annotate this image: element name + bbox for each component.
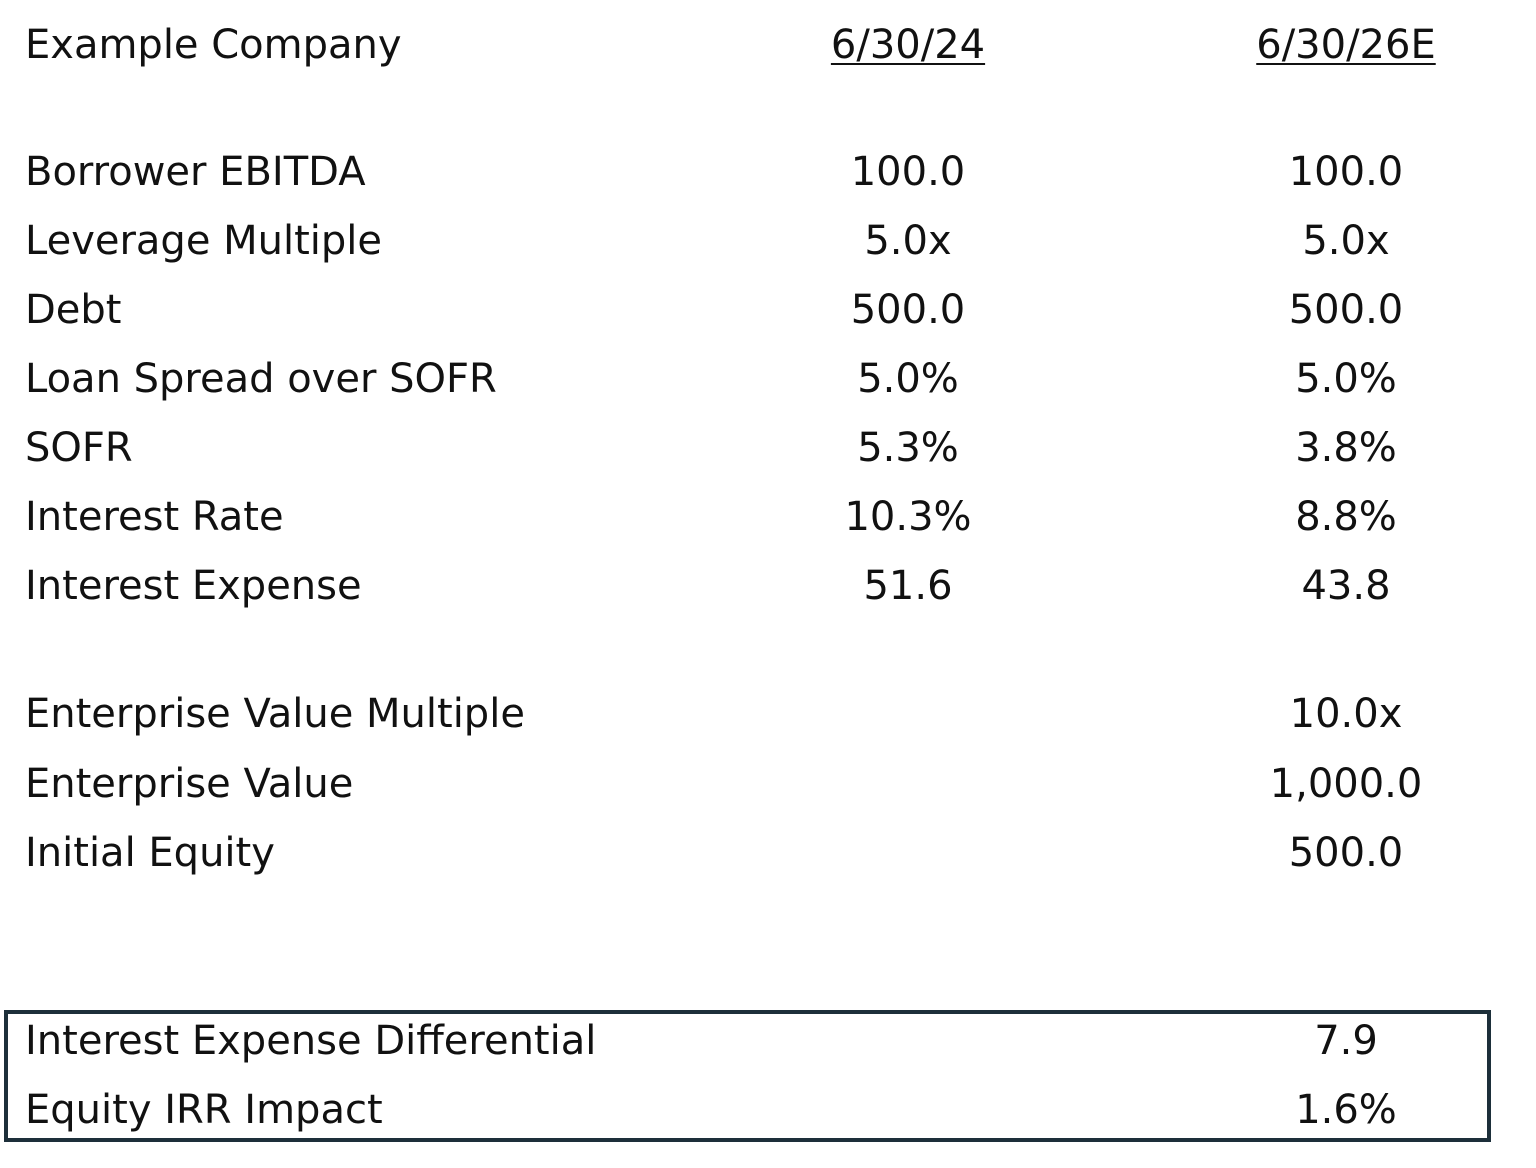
row-label: Enterprise Value — [25, 761, 354, 807]
row-label: Interest Rate — [25, 494, 284, 540]
row-label: Initial Equity — [25, 830, 275, 876]
row-value-2026: 1,000.0 — [1269, 761, 1423, 807]
row-value-2026: 3.8% — [1295, 425, 1397, 471]
summary-box — [4, 1010, 1491, 1142]
row-label: Borrower EBITDA — [25, 149, 366, 195]
row-label: Debt — [25, 287, 122, 333]
row-label: SOFR — [25, 425, 133, 471]
row-value-2026: 500.0 — [1288, 287, 1404, 333]
row-value-2026: 43.8 — [1301, 563, 1391, 609]
column-header-6-30-24: 6/30/24 — [830, 22, 986, 68]
row-value-2024: 5.3% — [857, 425, 959, 471]
row-value-2026: 500.0 — [1288, 830, 1404, 876]
row-value-2026: 1.6% — [1295, 1087, 1397, 1133]
row-value-2024: 51.6 — [863, 563, 953, 609]
row-value-2026: 100.0 — [1288, 149, 1404, 195]
row-value-2026: 5.0x — [1302, 218, 1390, 264]
row-value-2024: 500.0 — [850, 287, 966, 333]
row-label: Loan Spread over SOFR — [25, 356, 497, 402]
row-value-2026: 5.0% — [1295, 356, 1397, 402]
row-value-2024: 10.3% — [844, 494, 972, 540]
row-value-2024: 5.0% — [857, 356, 959, 402]
row-label: Enterprise Value Multiple — [25, 691, 525, 737]
column-header-6-30-26e: 6/30/26E — [1256, 22, 1436, 68]
row-value-2026: 10.0x — [1289, 691, 1403, 737]
row-label: Equity IRR Impact — [25, 1087, 383, 1133]
row-label: Leverage Multiple — [25, 218, 383, 264]
row-label: Interest Expense — [25, 563, 362, 609]
row-value-2026: 7.9 — [1314, 1018, 1378, 1064]
row-value-2024: 100.0 — [850, 149, 966, 195]
row-value-2026: 8.8% — [1295, 494, 1397, 540]
row-label: Interest Expense Differential — [25, 1018, 597, 1064]
row-value-2024: 5.0x — [864, 218, 952, 264]
company-title: Example Company — [25, 22, 402, 68]
